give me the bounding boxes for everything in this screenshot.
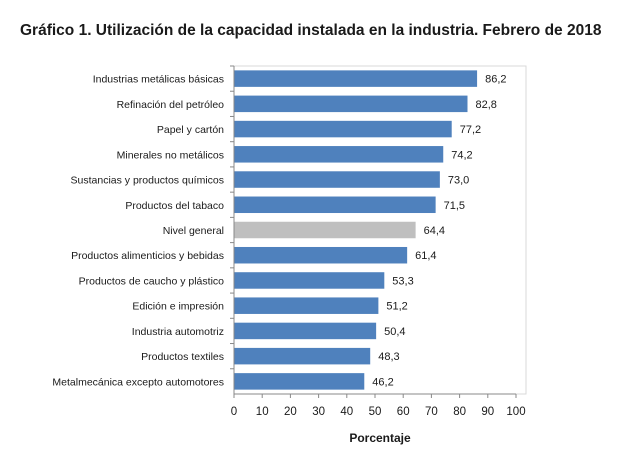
x-axis-label: Porcentaje [349,431,411,445]
category-label: Metalmecánica excepto automotores [52,376,224,388]
value-label: 82,8 [475,99,496,111]
x-tick-label: 50 [369,406,382,418]
value-label: 53,3 [392,275,413,287]
bar [234,322,377,340]
x-tick-label: 40 [340,406,353,418]
bar [234,196,436,214]
bar [234,246,408,264]
bar [234,347,371,365]
category-label: Industrias metálicas básicas [93,74,224,86]
x-tick-label: 80 [453,406,466,418]
x-tick-label: 0 [231,406,237,418]
x-tick-label: 60 [397,406,410,418]
bar [234,70,478,87]
category-label: Papel y cartón [157,124,224,136]
category-label: Productos alimenticios y bebidas [71,250,224,262]
category-label: Nivel general [163,225,224,237]
value-label: 77,2 [460,124,481,136]
chart-title: Gráfico 1. Utilización de la capacidad i… [20,22,602,39]
value-label: 48,3 [378,351,399,363]
value-label: 74,2 [451,149,472,161]
bar [234,221,416,239]
bar [234,95,468,113]
x-tick-label: 20 [284,406,297,418]
value-label: 46,2 [372,376,393,388]
category-label: Edición e impresión [132,301,224,313]
x-tick-label: 30 [312,406,325,418]
category-label: Refinación del petróleo [117,99,225,111]
category-label: Minerales no metálicos [117,149,224,161]
value-label: 64,4 [424,225,445,237]
bar [234,146,444,163]
value-label: 86,2 [485,74,506,86]
x-tick-label: 10 [256,406,269,418]
x-tick-label: 90 [481,406,494,418]
value-label: 73,0 [448,175,469,187]
value-label: 51,2 [386,301,407,313]
bar [234,171,440,188]
category-label: Industria automotriz [132,326,224,338]
value-label: 50,4 [384,326,405,338]
bar [234,120,452,138]
category-label: Sustancias y productos químicos [71,175,225,187]
x-tick-label: 70 [425,406,438,418]
value-label: 61,4 [415,250,436,262]
x-tick-label: 100 [506,406,525,418]
bar [234,373,365,390]
bar [234,297,379,314]
category-label: Productos de caucho y plástico [79,275,224,287]
category-label: Productos textiles [141,351,224,363]
category-label: Productos del tabaco [125,200,224,212]
value-label: 71,5 [444,200,465,212]
bar [234,272,385,289]
